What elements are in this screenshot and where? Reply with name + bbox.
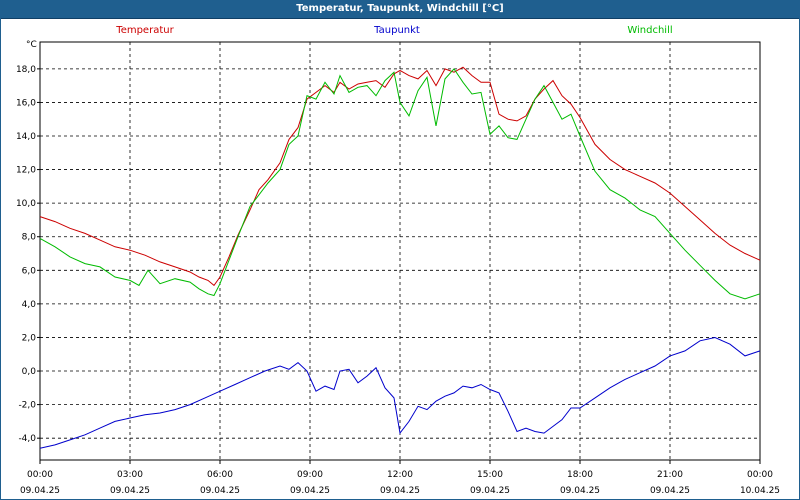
y-tick-label: 8,0 (22, 233, 37, 243)
x-tick-time-label: 18:00 (567, 470, 593, 480)
y-tick-label: 16,0 (16, 98, 36, 108)
legend-temperatur: Temperatur (115, 25, 174, 36)
axes-layer (37, 41, 761, 464)
x-tick-date-label: 09.04.25 (110, 486, 150, 496)
y-tick-label: 12,0 (16, 166, 36, 176)
y-tick-label: -4,0 (18, 434, 36, 444)
y-tick-label: 14,0 (16, 132, 36, 142)
y-tick-label: 4,0 (22, 300, 37, 310)
y-tick-label: 0,0 (22, 367, 37, 377)
y-tick-label: 18,0 (16, 65, 36, 75)
x-tick-date-label: 09.04.25 (200, 486, 240, 496)
x-tick-time-label: 00:00 (747, 470, 773, 480)
x-tick-time-label: 09:00 (297, 470, 323, 480)
series-line-taupunkt (39, 336, 761, 449)
x-tick-date-label: 09.04.25 (470, 486, 510, 496)
y-axis-unit-label: °C (26, 40, 37, 50)
legend-windchill: Windchill (627, 25, 672, 36)
x-tick-time-label: 06:00 (207, 470, 233, 480)
label-layer: °C Temperatur Taupunkt Windchill 18,0 16,… (16, 25, 780, 496)
x-tick-date-label: 09.04.25 (20, 486, 60, 496)
grid-layer (40, 42, 760, 460)
y-tick-label: 2,0 (22, 333, 37, 343)
y-tick-label: 6,0 (22, 266, 37, 276)
legend-taupunkt: Taupunkt (373, 25, 420, 36)
x-tick-time-label: 21:00 (657, 470, 683, 480)
x-tick-date-label: 09.04.25 (380, 486, 420, 496)
series-line-windchill (39, 68, 761, 300)
x-tick-time-label: 03:00 (117, 470, 143, 480)
x-tick-time-label: 12:00 (387, 470, 413, 480)
x-tick-date-label: 09.04.25 (650, 486, 690, 496)
plot-area-border (39, 41, 761, 461)
x-tick-date-label: 10.04.25 (740, 486, 780, 496)
y-tick-label: -2,0 (18, 401, 36, 411)
x-tick-time-label: 15:00 (477, 470, 503, 480)
x-tick-time-label: 00:00 (27, 470, 53, 480)
series-layer (39, 66, 761, 449)
chart-window-title: Temperatur, Taupunkt, Windchill [°C] (0, 0, 800, 19)
y-tick-label: 10,0 (16, 199, 36, 209)
x-tick-date-label: 09.04.25 (560, 486, 600, 496)
x-tick-date-label: 09.04.25 (290, 486, 330, 496)
